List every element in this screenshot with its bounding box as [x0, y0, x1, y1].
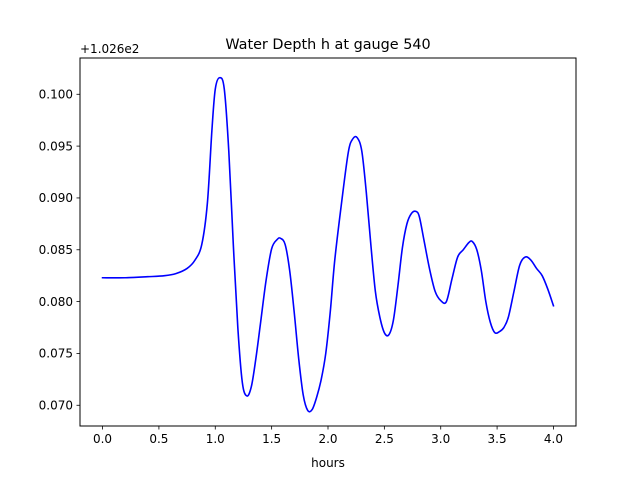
- y-tick-label: 0.070: [39, 399, 73, 413]
- x-axis-label: hours: [311, 456, 345, 470]
- y-tick-label: 0.095: [39, 139, 73, 153]
- y-tick-label: 0.090: [39, 191, 73, 205]
- series-line: [101, 76, 555, 413]
- y-axis-ticks: 0.070 0.075 0.080 0.085 0.090 0.095 0.100: [39, 88, 80, 413]
- x-tick-label: 0.5: [149, 432, 168, 446]
- x-tick-label: 2.0: [318, 432, 337, 446]
- x-tick-label: 3.0: [431, 432, 450, 446]
- y-tick-label: 0.085: [39, 243, 73, 257]
- x-tick-label: 4.0: [544, 432, 563, 446]
- x-tick-label: 1.5: [262, 432, 281, 446]
- y-axis-offset-label: +1.026e2: [80, 42, 139, 56]
- x-tick-label: 1.0: [206, 432, 225, 446]
- y-tick-label: 0.100: [39, 88, 73, 102]
- series-layer: [101, 76, 555, 413]
- x-tick-label: 2.5: [375, 432, 394, 446]
- chart-title: Water Depth h at gauge 540: [225, 37, 430, 53]
- x-tick-label: 0.0: [93, 432, 112, 446]
- x-axis-ticks: 0.0 0.5 1.0 1.5 2.0 2.5 3.0 3.5 4.0: [93, 426, 563, 446]
- y-tick-label: 0.075: [39, 347, 73, 361]
- y-tick-label: 0.080: [39, 295, 73, 309]
- plot-area-frame: [79, 57, 577, 427]
- x-tick-label: 3.5: [488, 432, 507, 446]
